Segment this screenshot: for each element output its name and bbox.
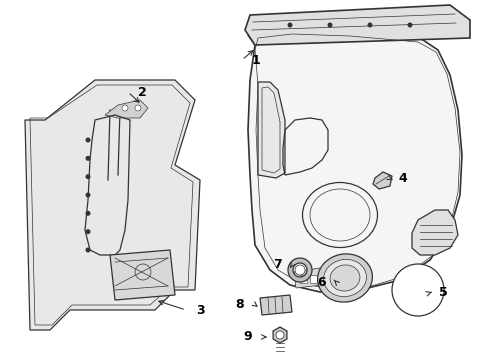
Polygon shape xyxy=(248,28,462,292)
Circle shape xyxy=(85,174,91,179)
Polygon shape xyxy=(412,210,458,255)
Circle shape xyxy=(276,331,284,339)
Circle shape xyxy=(408,23,413,27)
Ellipse shape xyxy=(323,260,367,297)
Text: 5: 5 xyxy=(439,287,447,300)
Polygon shape xyxy=(245,5,470,45)
Ellipse shape xyxy=(318,254,372,302)
Circle shape xyxy=(85,229,91,234)
Polygon shape xyxy=(294,268,322,288)
Circle shape xyxy=(135,105,141,111)
Text: 4: 4 xyxy=(399,171,407,185)
Polygon shape xyxy=(310,275,317,283)
Circle shape xyxy=(288,23,293,27)
Polygon shape xyxy=(105,100,148,118)
Circle shape xyxy=(368,23,372,27)
Polygon shape xyxy=(300,275,307,283)
Polygon shape xyxy=(258,82,285,178)
Circle shape xyxy=(85,138,91,143)
Text: 2: 2 xyxy=(138,86,147,99)
Text: 1: 1 xyxy=(252,54,260,67)
Circle shape xyxy=(85,248,91,252)
Polygon shape xyxy=(273,327,287,343)
Text: 6: 6 xyxy=(318,275,326,288)
Text: 8: 8 xyxy=(236,297,245,310)
Circle shape xyxy=(85,193,91,198)
Text: 7: 7 xyxy=(273,258,282,271)
Polygon shape xyxy=(25,80,200,330)
Circle shape xyxy=(327,23,333,27)
Text: 9: 9 xyxy=(244,330,252,343)
Text: 3: 3 xyxy=(196,303,204,316)
Circle shape xyxy=(122,105,128,111)
Polygon shape xyxy=(373,172,392,189)
Circle shape xyxy=(85,211,91,216)
Circle shape xyxy=(295,265,305,275)
Circle shape xyxy=(85,156,91,161)
Ellipse shape xyxy=(330,265,360,291)
Polygon shape xyxy=(110,250,175,300)
Circle shape xyxy=(392,264,444,316)
Polygon shape xyxy=(260,295,292,315)
